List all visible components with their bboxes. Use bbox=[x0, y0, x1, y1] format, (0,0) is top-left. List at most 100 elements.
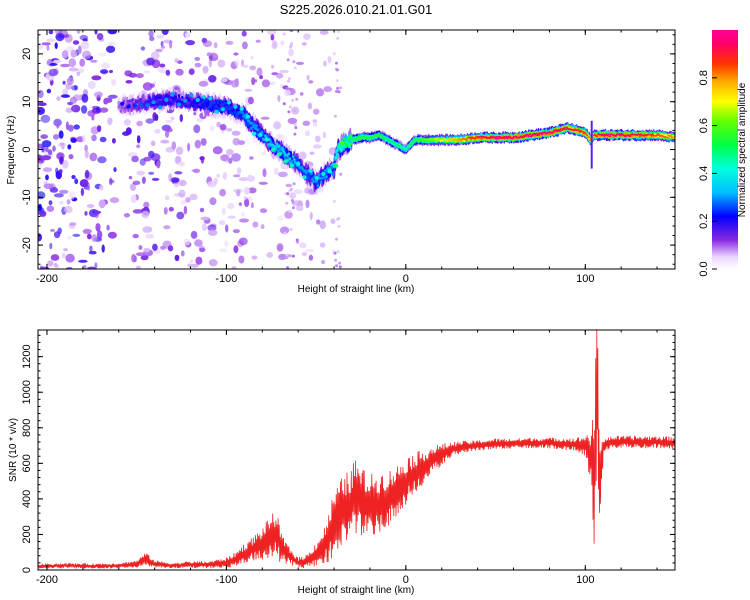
noise-blob bbox=[123, 213, 130, 218]
ridge-segment bbox=[505, 135, 508, 138]
ridge-segment bbox=[403, 147, 407, 150]
ridge-segment bbox=[189, 103, 193, 107]
noise-blob bbox=[164, 195, 170, 201]
noise-blob bbox=[299, 92, 304, 96]
noise-blob bbox=[53, 134, 59, 140]
noise-blob bbox=[79, 179, 89, 188]
x-tick-label: 0 bbox=[403, 574, 409, 586]
noise-blob bbox=[87, 81, 96, 89]
noise-blob bbox=[292, 60, 296, 64]
noise-blob bbox=[183, 238, 191, 246]
noise-blob bbox=[41, 42, 51, 46]
noise-blob bbox=[288, 87, 292, 91]
ridge-segment bbox=[176, 99, 180, 103]
noise-blob bbox=[277, 215, 284, 221]
noise-blob bbox=[184, 32, 191, 38]
ridge-segment bbox=[202, 102, 206, 106]
ridge-segment bbox=[608, 135, 611, 138]
noise-blob bbox=[243, 186, 250, 195]
ridge-blob bbox=[327, 169, 332, 174]
noise-blob bbox=[260, 224, 265, 230]
ridge-segment bbox=[174, 96, 178, 100]
noise-blob bbox=[238, 237, 248, 246]
ridge-segment bbox=[160, 102, 164, 106]
noise-blob bbox=[219, 123, 227, 131]
ridge-blob bbox=[145, 103, 150, 108]
ridge-segment bbox=[172, 98, 175, 102]
colorbar: 0.0 0.2 0.4 0.6 0.8 Normalized spectral ampl… bbox=[698, 30, 748, 277]
ridge-segment bbox=[528, 133, 532, 136]
noise-blob bbox=[81, 105, 88, 114]
ridge-segment bbox=[396, 144, 399, 146]
spectrogram-ridge bbox=[117, 86, 675, 196]
ridge-segment bbox=[157, 96, 160, 100]
noise-blob bbox=[49, 62, 58, 66]
noise-blob bbox=[132, 209, 143, 214]
snr-x-axis-label: Height of straight line (km) bbox=[298, 585, 415, 596]
ridge-segment bbox=[385, 137, 389, 140]
noise-blob bbox=[227, 215, 236, 219]
noise-blob bbox=[38, 143, 44, 149]
colorbar-tick-label: 0.4 bbox=[698, 166, 710, 181]
ridge-segment bbox=[188, 98, 192, 102]
noise-blob bbox=[180, 250, 185, 257]
noise-blob bbox=[216, 173, 221, 178]
noise-blob bbox=[323, 86, 333, 93]
ridge-blob bbox=[201, 95, 207, 100]
noise-blob bbox=[247, 96, 254, 105]
noise-blob bbox=[84, 211, 88, 216]
noise-blob bbox=[289, 30, 293, 33]
noise-blob bbox=[251, 77, 256, 86]
noise-blob bbox=[49, 187, 59, 193]
ridge-segment bbox=[468, 136, 472, 139]
noise-blob bbox=[190, 259, 194, 264]
noise-blob bbox=[96, 33, 104, 40]
noise-blob bbox=[236, 167, 242, 175]
noise-blob bbox=[189, 193, 198, 201]
noise-blob bbox=[316, 88, 324, 97]
noise-blob bbox=[108, 94, 118, 99]
y-tick-label: 20 bbox=[21, 48, 33, 60]
noise-blob bbox=[295, 97, 299, 101]
ridge-segment bbox=[228, 107, 231, 111]
ridge-segment bbox=[324, 169, 327, 173]
colorbar-ticks: 0.0 0.2 0.4 0.6 0.8 bbox=[698, 70, 717, 277]
ridge-segment bbox=[287, 152, 291, 156]
ridge-segment bbox=[456, 138, 460, 141]
noise-blob bbox=[306, 74, 310, 81]
noise-blob bbox=[62, 160, 69, 169]
noise-blob bbox=[276, 72, 284, 79]
noise-blob bbox=[76, 71, 81, 76]
noise-blob bbox=[136, 120, 143, 127]
ridge-segment bbox=[651, 133, 654, 136]
noise-blob bbox=[71, 175, 76, 179]
noise-blob bbox=[180, 199, 187, 205]
ridge-segment bbox=[334, 156, 338, 160]
noise-blob bbox=[213, 42, 218, 49]
noise-blob bbox=[225, 128, 233, 132]
noise-blob bbox=[149, 36, 155, 42]
noise-blob bbox=[232, 137, 241, 146]
noise-blob bbox=[282, 102, 286, 106]
ridge-segment bbox=[165, 94, 169, 98]
noise-blob bbox=[150, 140, 156, 147]
ridge-segment bbox=[480, 137, 483, 140]
noise-blob bbox=[175, 146, 184, 155]
noise-blob bbox=[136, 144, 141, 149]
noise-blob bbox=[275, 133, 283, 141]
noise-blob bbox=[244, 198, 250, 208]
noise-blob bbox=[299, 151, 307, 160]
noise-blob bbox=[270, 34, 275, 41]
noise-blob bbox=[308, 80, 314, 84]
noise-blob bbox=[188, 68, 195, 75]
noise-blob bbox=[48, 68, 58, 77]
noise-blob bbox=[107, 117, 113, 125]
x-tick-label: 0 bbox=[403, 273, 409, 285]
ridge-blob bbox=[151, 100, 156, 105]
noise-blob bbox=[70, 138, 77, 143]
ridge-segment bbox=[435, 140, 438, 143]
noise-blob bbox=[156, 160, 161, 169]
noise-blob bbox=[80, 40, 90, 50]
ridge-segment bbox=[296, 156, 299, 162]
ridge-segment bbox=[190, 100, 194, 104]
